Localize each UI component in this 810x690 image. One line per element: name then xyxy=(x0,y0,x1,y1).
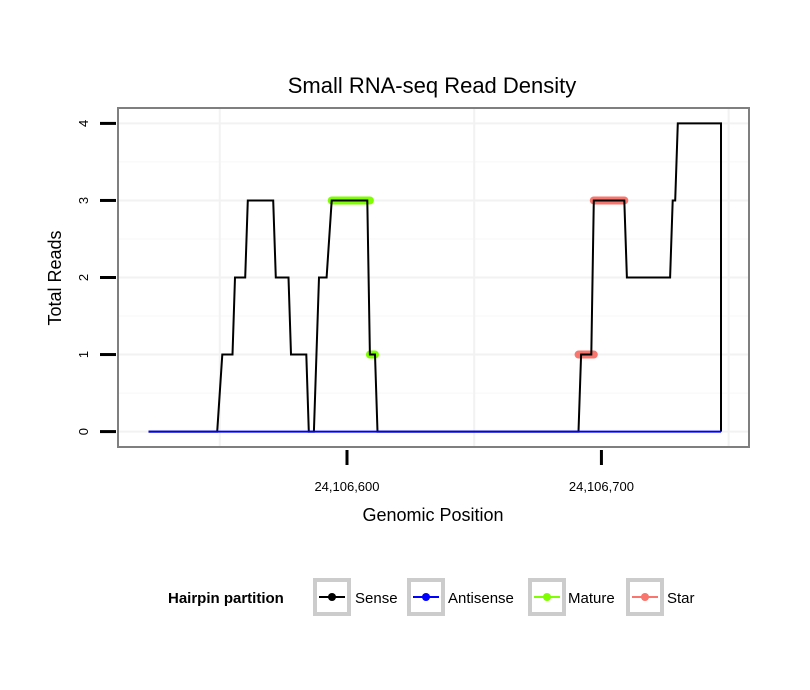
legend-key-dot xyxy=(543,593,551,601)
legend-key-dot xyxy=(328,593,336,601)
x-axis-title: Genomic Position xyxy=(362,505,503,525)
y-tick-label: 4 xyxy=(76,120,91,127)
y-axis: 0 1 2 3 4 xyxy=(76,120,116,435)
y-axis-title: Total Reads xyxy=(45,230,65,325)
plot-panel-border xyxy=(117,107,750,448)
series-sense-line xyxy=(148,122,722,433)
legend-label-mature: Mature xyxy=(568,590,615,607)
legend-title: Hairpin partition xyxy=(168,590,284,607)
series-layer xyxy=(148,122,722,433)
y-tick-label: 1 xyxy=(76,351,91,358)
legend-key-dot xyxy=(422,593,430,601)
y-tick-label: 0 xyxy=(76,428,91,435)
legend-key-dot xyxy=(641,593,649,601)
chart-title: Small RNA-seq Read Density xyxy=(288,73,577,98)
legend-label-antisense: Antisense xyxy=(448,590,514,607)
legend-label-sense: Sense xyxy=(355,590,398,607)
x-tick-label: 24,106,600 xyxy=(314,479,379,494)
y-tick-label: 2 xyxy=(76,274,91,281)
legend: Hairpin partition Sense Antisense Mature St… xyxy=(168,578,695,616)
x-tick-label: 24,106,700 xyxy=(569,479,634,494)
legend-label-star: Star xyxy=(667,590,695,607)
x-axis: 24,106,600 24,106,700 xyxy=(314,450,634,494)
legend-key-box xyxy=(528,578,566,616)
y-tick-label: 3 xyxy=(76,197,91,204)
